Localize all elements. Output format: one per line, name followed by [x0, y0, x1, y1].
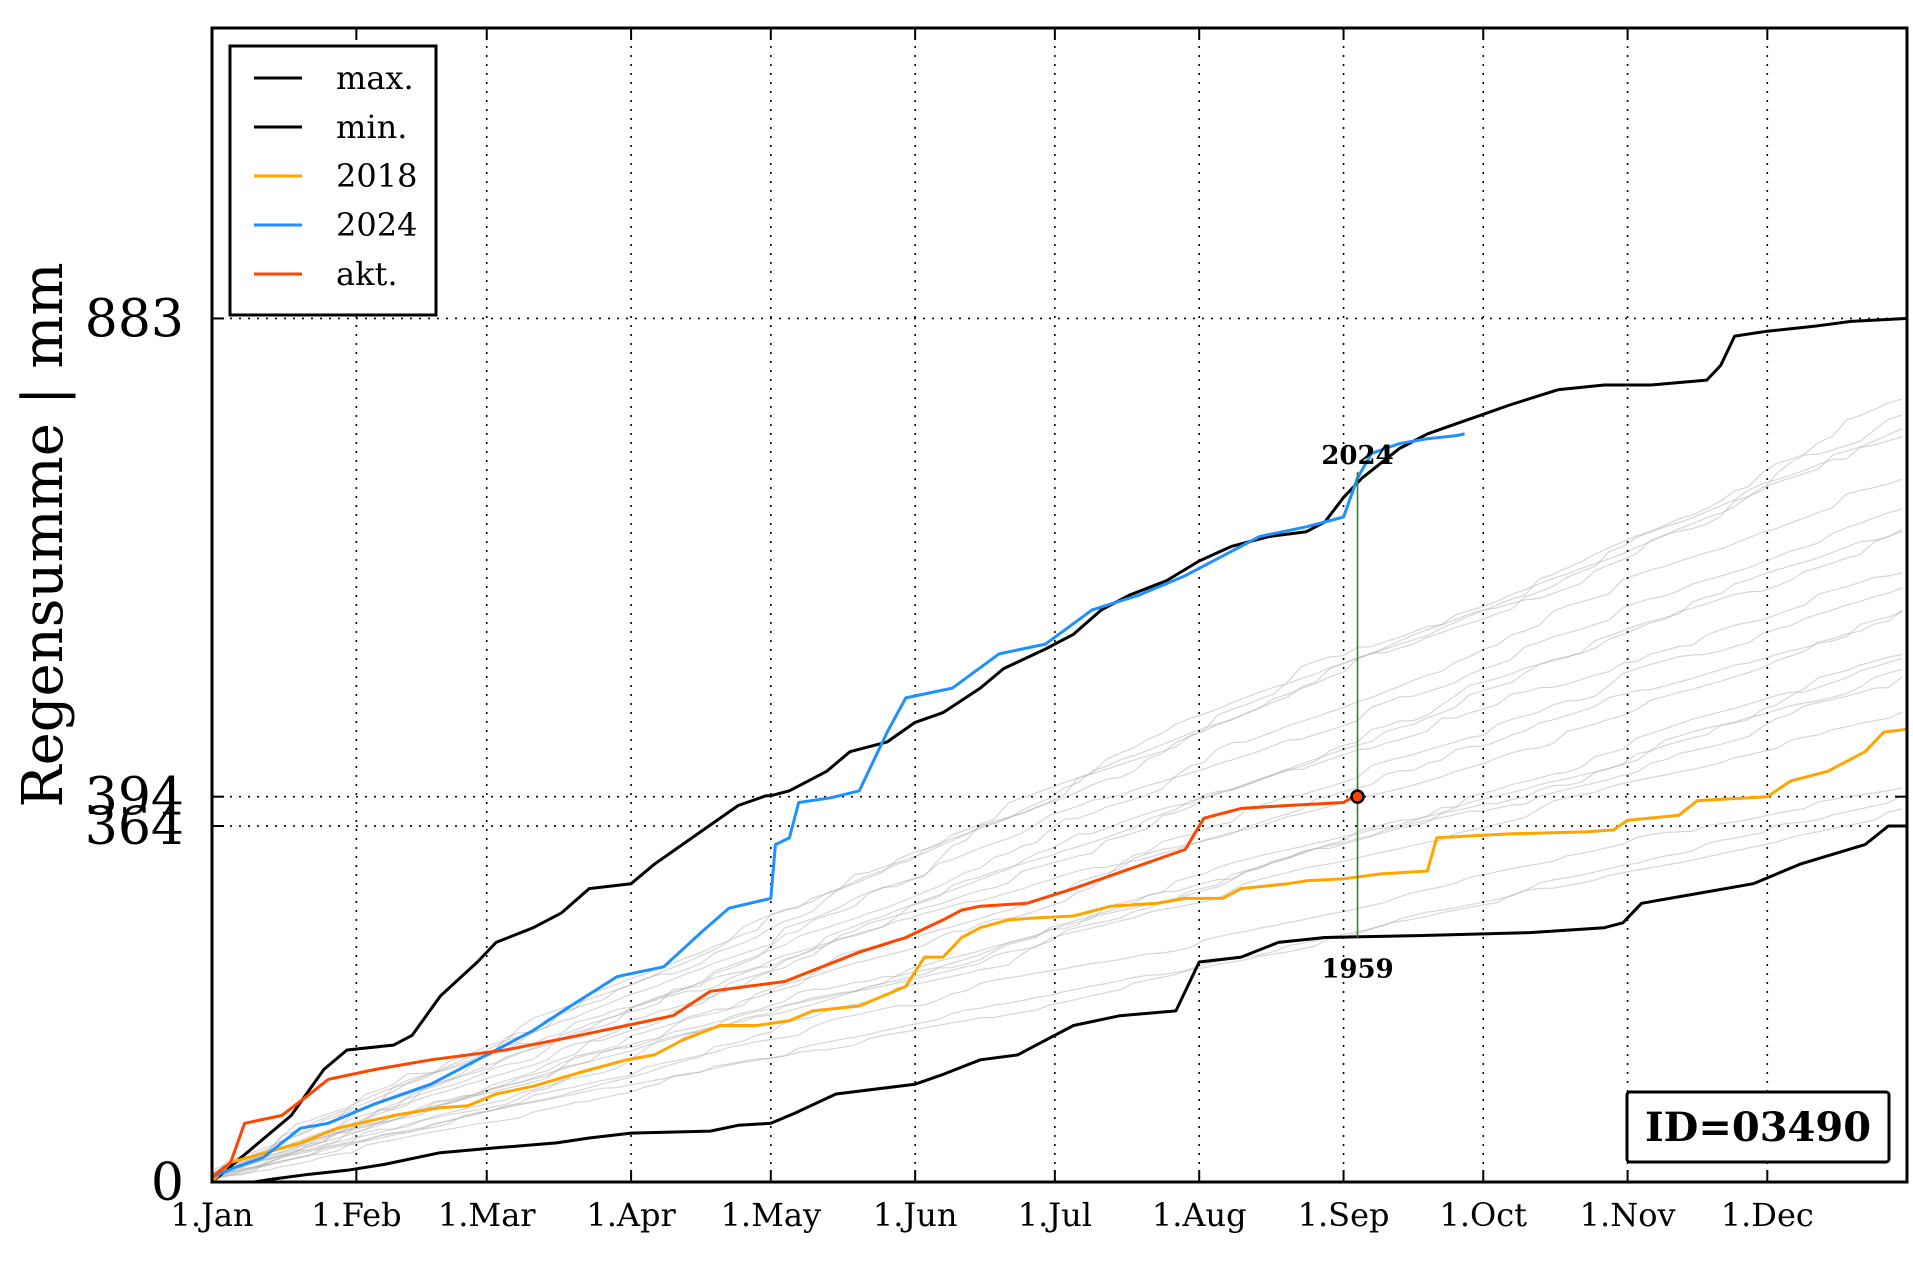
id-badge: ID=03490: [1625, 1090, 1891, 1164]
y-tick-label: 883: [85, 289, 184, 349]
series-line-2024: [211, 432, 1465, 1179]
x-tick-label: 1.Dec: [1721, 1196, 1814, 1234]
historical-years-layer: [211, 398, 1903, 1181]
x-tick-label: 1.Jan: [170, 1196, 253, 1234]
series-line-2018: [210, 727, 1908, 1184]
x-tick-label: 1.Feb: [311, 1196, 401, 1234]
series-layer: [210, 317, 1908, 1184]
current-value-marker: [1350, 789, 1365, 804]
series-line-max: [211, 317, 1908, 1184]
x-tick-label: 1.Aug: [1152, 1196, 1247, 1234]
series-line-min: [212, 824, 1907, 1184]
history-year-line: [211, 508, 1903, 1171]
history-year-line: [211, 530, 1903, 1179]
history-year-line: [211, 653, 1903, 1175]
history-year-line: [211, 676, 1903, 1174]
x-tick-label: 1.May: [721, 1196, 821, 1234]
history-year-line: [211, 398, 1903, 1179]
x-tick-label: 1.Jun: [873, 1196, 958, 1234]
x-tick-label: 1.Nov: [1580, 1196, 1676, 1234]
history-year-line: [211, 808, 1903, 1180]
marker-layer: 2024 1959: [1321, 441, 1393, 985]
id-box: [1625, 1090, 1891, 1164]
series-line-akt: [211, 795, 1354, 1179]
history-year-line: [211, 478, 1903, 1179]
history-year-line: [211, 528, 1903, 1178]
history-year-line: [211, 611, 1903, 1173]
legend-entry-label: 2018: [336, 157, 417, 195]
history-year-line: [211, 609, 1903, 1179]
x-tick-label: 1.Apr: [586, 1196, 676, 1234]
id-label: ID=03490: [1645, 1104, 1871, 1151]
x-tick-label: 1.Sep: [1298, 1196, 1390, 1234]
y-tick-label: 364: [85, 797, 184, 857]
tick-layer: 1.Jan 1.Feb 1.Mar 1.Apr 1.May 1.Jun 1.Jul 1.Aug…: [85, 28, 1907, 1234]
grid-layer: [212, 28, 1907, 1182]
history-year-line: [211, 572, 1903, 1175]
annotation-label: 1959: [1321, 955, 1393, 985]
history-year-line: [211, 587, 1903, 1174]
legend-entry-label: min.: [336, 108, 407, 146]
legend: max. min. 2018 2024 akt.: [228, 44, 438, 317]
legend-entry-label: akt.: [336, 255, 398, 293]
annotation-label: 2024: [1321, 441, 1393, 471]
x-tick-label: 1.Jul: [1018, 1196, 1092, 1234]
legend-box: [228, 44, 438, 317]
y-axis-label: Regensumme | mm: [11, 262, 76, 807]
x-tick-label: 1.Oct: [1439, 1196, 1527, 1234]
legend-entry-label: max.: [336, 59, 414, 97]
legend-entry-label: 2024: [336, 206, 417, 244]
y-tick-label: 0: [151, 1153, 184, 1213]
plot-frame: [210, 26, 1909, 1184]
y-tick-label: 394: [85, 768, 184, 828]
history-year-line: [211, 428, 1903, 1177]
x-tick-label: 1.Mar: [438, 1196, 536, 1234]
